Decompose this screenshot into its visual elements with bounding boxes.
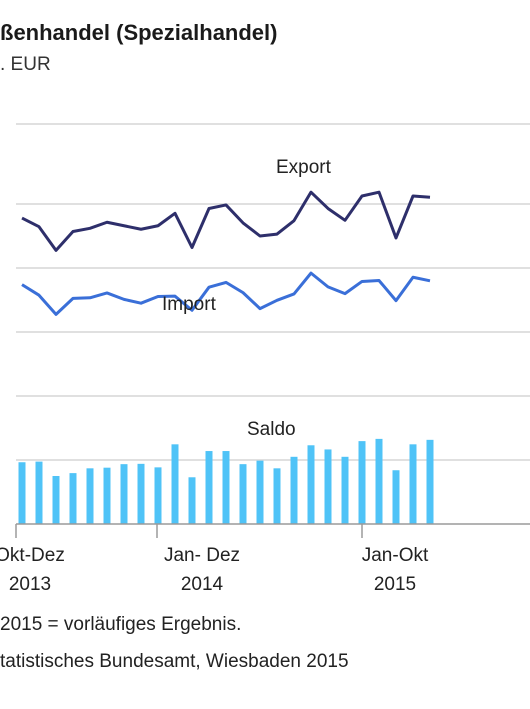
saldo-bar: [324, 449, 332, 524]
saldo-bar: [120, 464, 128, 524]
saldo-bar: [154, 467, 162, 524]
series-labels: Export Import Saldo: [162, 157, 332, 440]
export-line: [21, 190, 431, 252]
saldo-bar: [188, 477, 196, 524]
saldo-bar: [392, 470, 400, 524]
x-tick-label: Okt-Dez: [0, 545, 65, 566]
chart-title: ßenhandel (Spezialhandel): [0, 20, 278, 45]
x-axis: Okt-Dez 2013 Jan- Dez 2014 Jan-Okt 2015: [0, 523, 530, 595]
export-series-label: Export: [276, 157, 332, 178]
saldo-bar: [426, 439, 434, 524]
import-line: [21, 271, 431, 316]
x-tick-label: Jan-Okt: [362, 545, 429, 566]
x-tick-year-label: 2014: [181, 574, 224, 595]
saldo-bar: [137, 463, 145, 524]
chart-unit-label: . EUR: [0, 54, 51, 75]
saldo-bar: [52, 476, 60, 524]
saldo-bar: [205, 451, 213, 524]
saldo-bar: [358, 441, 366, 524]
saldo-bar: [256, 460, 264, 524]
x-tick-year-label: 2013: [9, 574, 51, 595]
footnote: 2015 = vorläufiges Ergebnis.: [0, 614, 242, 635]
saldo-bar: [375, 438, 383, 524]
saldo-bar: [290, 456, 298, 524]
saldo-bar: [341, 456, 349, 524]
saldo-bar: [18, 462, 26, 524]
x-tick-year-label: 2015: [374, 574, 416, 595]
saldo-bar: [239, 464, 247, 524]
source-note: tatistisches Bundesamt, Wiesbaden 2015: [0, 651, 349, 672]
series-lines: [21, 190, 431, 316]
saldo-series-label: Saldo: [247, 419, 296, 440]
saldo-bar: [35, 461, 43, 524]
saldo-bar: [86, 468, 94, 524]
saldo-bar: [409, 444, 417, 524]
saldo-bar: [273, 468, 281, 524]
saldo-bar: [307, 445, 315, 524]
x-tick-label: Jan- Dez: [164, 545, 240, 566]
saldo-bars: [18, 438, 434, 524]
import-series-label: Import: [162, 294, 217, 315]
saldo-bar: [69, 473, 77, 524]
saldo-bar: [171, 444, 179, 524]
saldo-bar: [222, 451, 230, 524]
saldo-bar: [103, 467, 111, 524]
grid-lines: [16, 123, 530, 461]
